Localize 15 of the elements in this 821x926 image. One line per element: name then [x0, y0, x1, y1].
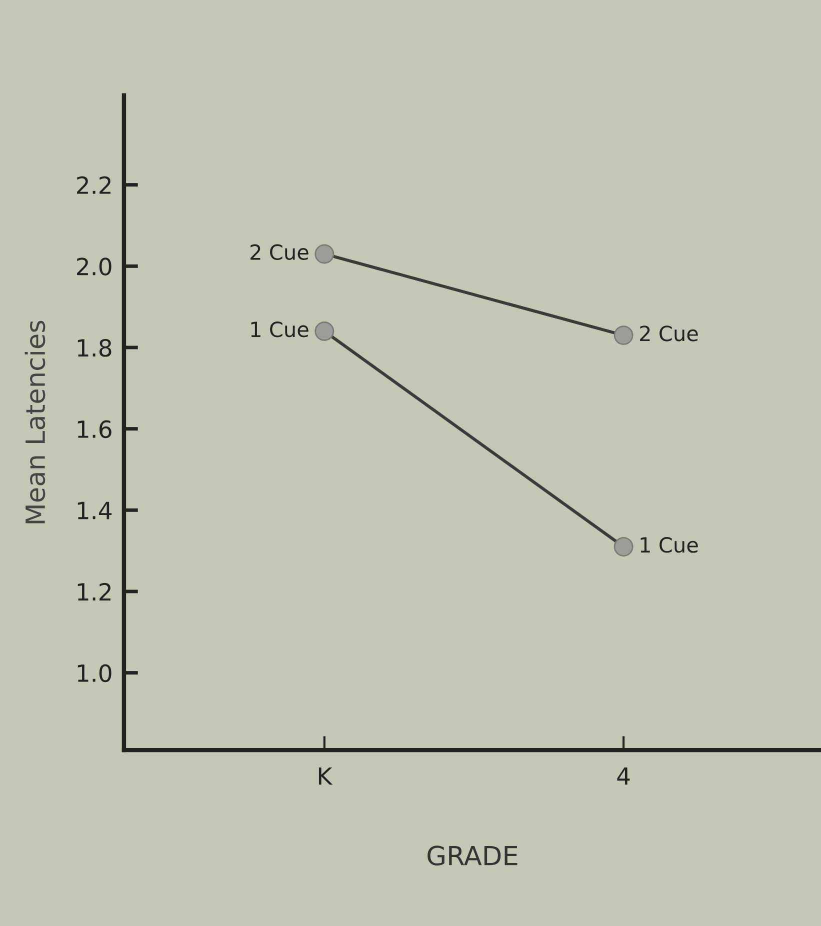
y-tick-label: 1.4	[78, 502, 112, 520]
y-axis-title: Mean Latencies	[24, 320, 46, 524]
text: 2 Cue	[640, 326, 698, 342]
x-axis-title: GRADE	[428, 846, 518, 866]
y-tick-label: 1.6	[78, 420, 112, 438]
y-tick-label: 1.2	[78, 582, 110, 600]
x-tick-label: 4	[617, 767, 630, 785]
text: 1 Cue	[640, 537, 698, 553]
y-tick-label: 2.0	[77, 258, 112, 276]
series-label: 2 Cue	[250, 244, 308, 260]
y-tick-label: 2.2	[77, 176, 110, 194]
y-tick-label: 1.0	[78, 664, 112, 682]
y-tick-label: 1.8	[78, 338, 112, 357]
series-label: 1 Cue	[251, 322, 308, 338]
x-tick-label: K	[318, 767, 333, 785]
